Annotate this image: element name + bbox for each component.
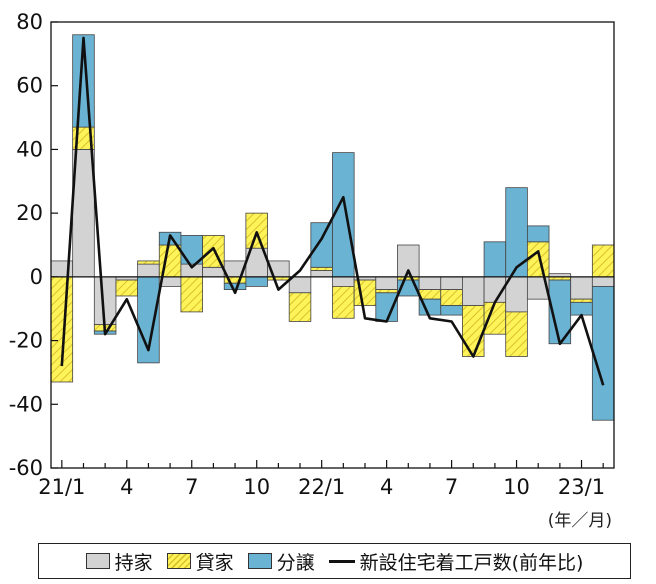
bar-rent-0 [50, 276, 74, 383]
bar-own-15 [375, 276, 398, 291]
bar-rent-6 [180, 276, 203, 313]
x-tick-label: 7 [445, 475, 458, 499]
bar-rent-18 [440, 289, 463, 306]
y-tick-label: -60 [9, 456, 43, 480]
bar-rent-21 [505, 311, 528, 357]
bar-rent-14 [353, 279, 377, 306]
bar-own-18 [440, 276, 463, 291]
bar-rent-19 [462, 305, 485, 357]
bar-rent-22 [526, 241, 550, 278]
x-unit-label: (年／月) [548, 511, 612, 531]
bar-own-24 [570, 276, 593, 300]
y-tick-label: 0 [30, 265, 43, 289]
bar-rent-9 [245, 212, 268, 249]
bar-sale-12 [310, 222, 333, 268]
bar-sale-15 [375, 292, 398, 322]
bar-rent-15 [375, 289, 398, 294]
legend-label-sale: 分譲 [276, 551, 315, 574]
bar-own-21 [505, 276, 528, 313]
bar-own-4 [137, 263, 160, 278]
x-tick-label: 7 [185, 475, 198, 499]
bar-own-11 [288, 276, 312, 294]
y-axis-group: -60 -40 -20 0 20 40 60 80 [9, 10, 58, 480]
legend-label-own: 持家 [114, 551, 153, 574]
bar-sale-24 [570, 301, 593, 316]
y-tick-label: 40 [16, 137, 43, 161]
x-tick-label: 4 [380, 475, 393, 499]
bar-sale-18 [440, 305, 463, 316]
legend-swatch-sale [247, 553, 272, 569]
bar-sale-22 [526, 225, 550, 243]
bar-sale-9 [245, 276, 268, 287]
legend: 持家 貸家 分譲 新設住宅着工戸数(前年比) [38, 543, 631, 579]
bar-rent-4 [137, 260, 160, 265]
bar-rent-13 [332, 286, 355, 319]
legend-swatch-rent [166, 553, 191, 569]
bar-sale-13 [332, 152, 355, 278]
bar-rent-25 [591, 244, 615, 278]
bar-sale-20 [483, 241, 507, 278]
y-tick-label: 80 [16, 10, 43, 34]
legend-swatch-starts [328, 559, 355, 563]
bar-rent-3 [115, 279, 139, 297]
y-tick-label: 20 [16, 201, 43, 225]
bar-rent-24 [570, 298, 593, 303]
x-tick-label: 21/1 [38, 475, 85, 499]
bar-own-12 [310, 270, 333, 278]
bar-own-19 [462, 276, 485, 306]
y-tick-label: 60 [16, 74, 43, 98]
x-axis-group: 21/1 4 7 10 22/1 4 7 10 23/1 [38, 460, 605, 499]
legend-item-starts: 新設住宅着工戸数(前年比) [328, 548, 584, 575]
bar-sale-21 [505, 187, 528, 278]
legend-item-own: 持家 [85, 548, 153, 575]
y-tick-label: -20 [9, 329, 43, 353]
legend-item-sale: 分譲 [247, 548, 315, 575]
legend-item-rent: 貸家 [166, 548, 234, 575]
starts-line [60, 36, 605, 386]
bar-rent-17 [418, 289, 442, 300]
legend-label-rent: 貸家 [195, 551, 234, 574]
legend-swatch-own [85, 553, 110, 569]
legend-label-starts: 新設住宅着工戸数(前年比) [359, 551, 584, 574]
bar-own-25 [591, 276, 615, 287]
x-tick-label: 23/1 [558, 475, 605, 499]
bar-own-13 [332, 276, 355, 287]
line-series-group [60, 36, 605, 386]
bar-rent-12 [310, 266, 333, 271]
bar-sale-25 [591, 286, 615, 421]
x-tick-label: 4 [120, 475, 133, 499]
y-tick-label: -40 [9, 392, 43, 416]
bar-sale-8 [223, 282, 247, 291]
bar-own-17 [418, 276, 442, 291]
x-tick-label: 10 [503, 475, 530, 499]
plot-frame [50, 21, 615, 469]
x-tick-label: 22/1 [298, 475, 345, 499]
bar-own-7 [202, 266, 225, 278]
x-tick-label: 10 [243, 475, 270, 499]
bar-rent-11 [288, 292, 312, 322]
